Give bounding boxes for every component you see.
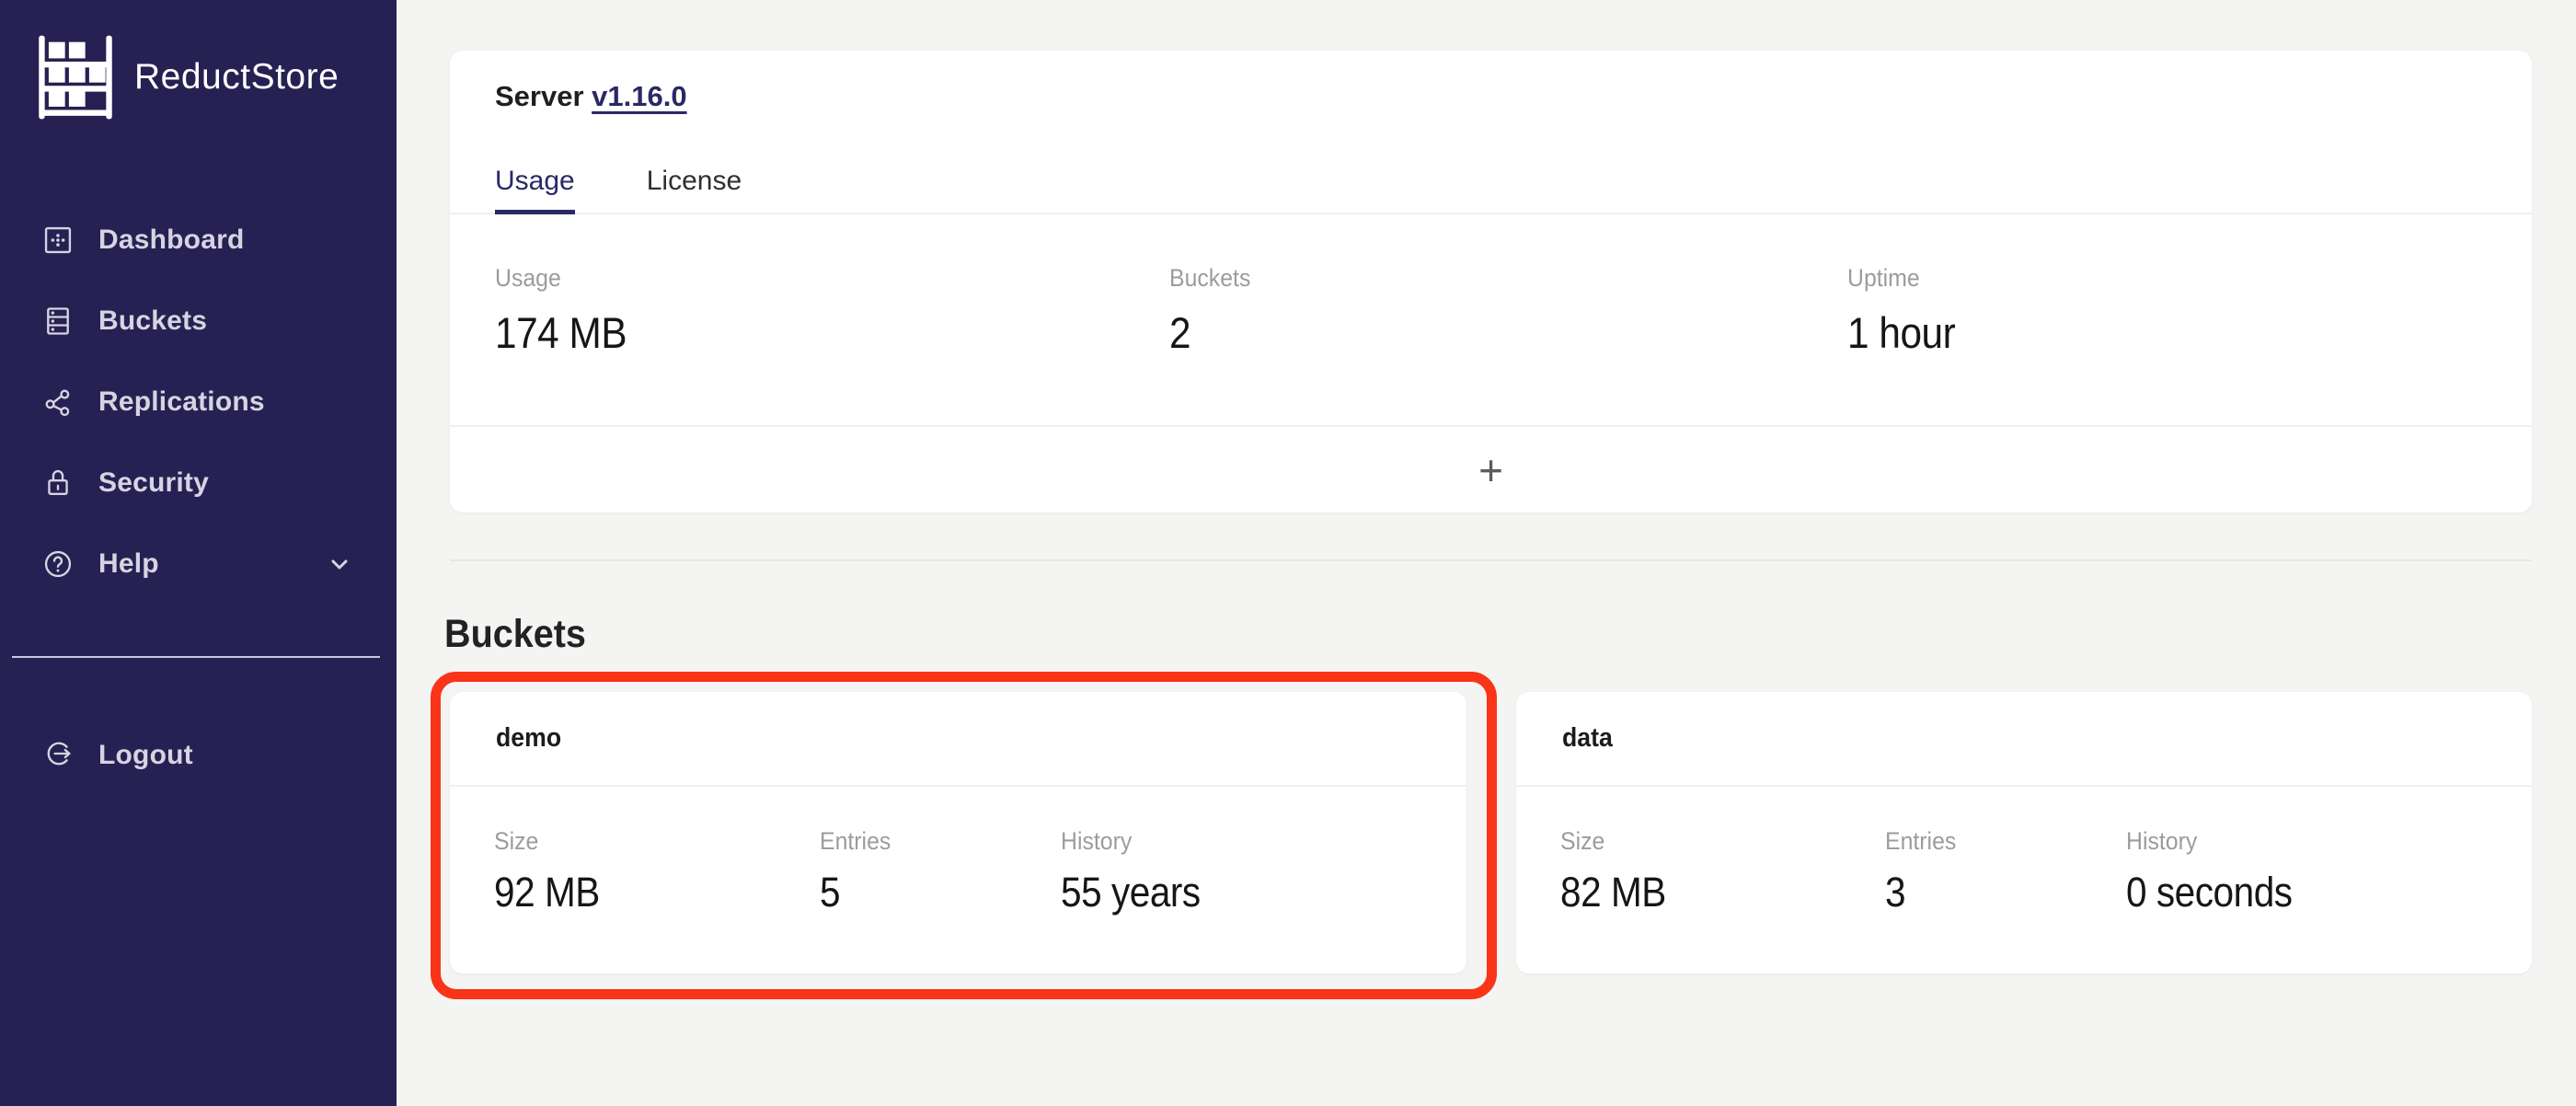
stat-entries: Entries 3 [1885,827,2126,916]
stat-value: 92 MB [494,869,600,916]
stat-value: 55 years [1060,869,1201,916]
stat-label: Size [494,827,539,855]
stat-value: 5 [819,869,841,916]
stat-value: 174 MB [495,308,627,357]
logout-button[interactable]: Logout [0,715,397,796]
sidebar: ReductStore Dashboa [0,0,397,1106]
stat-value: 2 [1169,308,1191,357]
app-name: ReductStore [134,57,339,97]
bucket-name: demo [496,723,562,753]
sidebar-menu: Dashboard Buckets [0,200,397,605]
sidebar-item-buckets[interactable]: Buckets [0,281,397,362]
stat-value: 3 [1885,869,1906,916]
sidebar-item-security[interactable]: Security [0,443,397,524]
lock-icon [41,467,75,500]
plus-icon: + [1478,445,1503,494]
app-logo[interactable]: ReductStore [35,35,339,120]
stat-label: Entries [1885,827,1957,855]
bucket-card-data[interactable]: data Size 82 MB Entries 3 History 0 seco… [1515,692,2533,974]
stat-history: History 0 seconds [2126,827,2488,916]
server-tabs: Usage License [450,150,2532,214]
stat-size: Size 92 MB [494,827,820,916]
stat-label: Usage [495,264,561,292]
stat-entries: Entries 5 [820,827,1061,916]
stat-size: Size 82 MB [1560,827,1886,916]
stat-label: History [1060,827,1132,855]
server-version-link[interactable]: v1.16.0 [592,80,687,112]
server-panel: Server v1.16.0 Usage License Usage 174 M… [450,51,2532,513]
bucket-stats: Size 82 MB Entries 3 History 0 seconds [1516,827,2533,916]
bucket-name: data [1561,723,1613,753]
sidebar-item-help[interactable]: Help [0,524,397,605]
bucket-stats: Size 92 MB Entries 5 History 55 years [450,827,1466,916]
bucket-grid: demo Size 92 MB Entries 5 History 55 yea… [450,692,2532,974]
stat-value: 1 hour [1846,308,1956,357]
stat-label: Uptime [1846,264,1920,292]
server-title: Server [495,80,584,112]
storage-rack-icon [39,35,112,120]
sidebar-divider [12,656,380,658]
sidebar-item-label: Buckets [98,305,208,336]
server-stats: Usage 174 MB Buckets 2 Uptime 1 hour [450,264,2532,358]
stat-label: Entries [819,827,891,855]
logout-icon [41,737,75,775]
sidebar-item-label: Replications [98,386,265,417]
sidebar-item-label: Help [98,548,159,579]
buckets-heading: Buckets [444,612,586,656]
bucket-card-header: data [1515,692,2532,787]
chevron-down-icon [327,551,352,577]
stat-label: Size [1559,827,1604,855]
stat-label: Buckets [1169,264,1251,292]
stat-value: 82 MB [1559,869,1666,916]
database-icon [41,305,75,338]
add-token-row[interactable]: + [450,425,2532,513]
sidebar-item-replications[interactable]: Replications [0,362,397,443]
tab-license[interactable]: License [646,166,742,196]
sidebar-item-label: Security [98,467,209,498]
sidebar-item-dashboard[interactable]: Dashboard [0,200,397,281]
bucket-card-demo[interactable]: demo Size 92 MB Entries 5 History 55 yea… [450,692,1466,974]
logout-label: Logout [98,740,193,770]
tab-usage[interactable]: Usage [495,150,575,214]
dashboard-icon [41,224,75,257]
stat-value: 0 seconds [2126,869,2293,916]
stat-uptime: Uptime 1 hour [1838,264,2532,358]
stat-history: History 55 years [1061,827,1422,916]
share-icon [41,386,75,419]
stat-label: History [2126,827,2198,855]
stat-buckets: Buckets 2 [1144,264,1837,358]
server-title-row: Server v1.16.0 [495,80,687,113]
stat-usage: Usage 174 MB [450,264,1144,358]
section-divider [450,559,2532,561]
question-circle-icon [41,547,75,581]
bucket-card-header: demo [450,692,1466,787]
sidebar-item-label: Dashboard [98,225,245,255]
